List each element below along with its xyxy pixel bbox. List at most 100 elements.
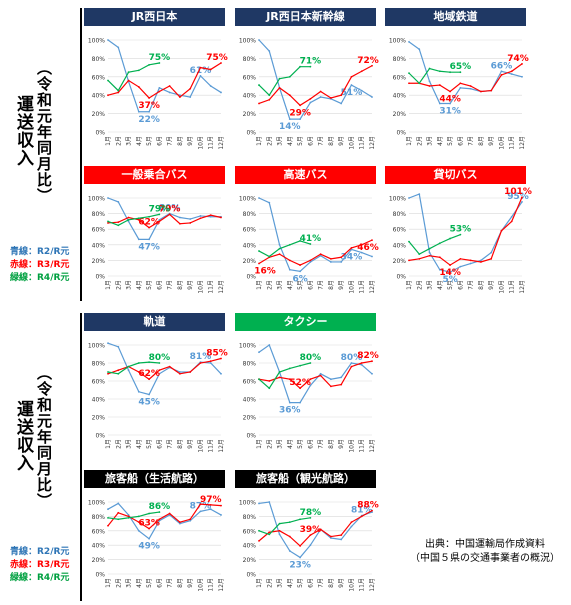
data-label: 22% bbox=[138, 115, 160, 125]
x-tick-label: 12月 bbox=[218, 280, 225, 294]
y-tick-label: 80% bbox=[243, 514, 257, 521]
data-point-red bbox=[510, 220, 513, 223]
data-point-blue bbox=[189, 96, 192, 98]
chart-plot: 0% 20% 40% 60% 80% 100% 1月 2月 3月 4月 5月 6月 7月 8月 9月 10月 1… bbox=[239, 500, 379, 592]
x-tick-label: 2月 bbox=[266, 280, 273, 290]
data-point-red bbox=[459, 257, 462, 260]
x-tick-label: 6月 bbox=[307, 578, 314, 588]
x-tick-label: 8月 bbox=[177, 136, 184, 146]
revenue-paren-top: （令和元年同月比） bbox=[35, 60, 53, 204]
data-point-green bbox=[288, 367, 291, 370]
data-point-green bbox=[258, 378, 260, 381]
data-point-blue bbox=[158, 218, 161, 221]
y-tick-label: 80% bbox=[92, 56, 106, 63]
chart-plot: 0% 20% 40% 60% 80% 100% 1月 2月 3月 4月 5月 6月 7月 8月 9月 10月 1… bbox=[239, 38, 379, 150]
x-tick-label: 12月 bbox=[369, 578, 376, 592]
y-tick-label: 100% bbox=[239, 343, 256, 350]
data-point-red bbox=[220, 216, 222, 219]
data-point-green bbox=[137, 217, 140, 220]
y-tick-label: 20% bbox=[243, 415, 257, 422]
x-tick-label: 10月 bbox=[498, 136, 505, 150]
data-label: 79% bbox=[149, 204, 171, 214]
x-tick-label: 2月 bbox=[266, 578, 273, 588]
data-label: 66% bbox=[491, 61, 513, 71]
data-point-green bbox=[158, 213, 161, 216]
data-point-green bbox=[438, 70, 441, 73]
data-point-green bbox=[127, 516, 130, 519]
data-point-red bbox=[350, 365, 353, 368]
data-label: 65% bbox=[450, 62, 472, 72]
data-label: 36% bbox=[279, 406, 301, 416]
data-point-green bbox=[428, 247, 431, 250]
x-tick-label: 1月 bbox=[256, 280, 263, 290]
data-label: 31% bbox=[439, 106, 461, 116]
x-tick-label: 12月 bbox=[218, 136, 225, 150]
chart-charter-bus: 貸切バス 0% 20% 40% 60% 80% 100% 1月 2月 3月 4月 5月 6月 7月 8月 9月… bbox=[385, 166, 532, 306]
series-line-red bbox=[258, 239, 373, 266]
data-point-green bbox=[268, 387, 271, 390]
y-tick-label: 0% bbox=[246, 433, 256, 440]
x-tick-label: 11月 bbox=[359, 136, 366, 150]
data-point-blue bbox=[137, 110, 140, 113]
data-point-green bbox=[278, 371, 281, 373]
data-label: 74% bbox=[507, 54, 529, 64]
x-tick-label: 1月 bbox=[105, 439, 112, 449]
legend-red: 赤線：R3/R元 bbox=[10, 560, 70, 570]
chart-ferry-life: 旅客船（生活航路） 0% 20% 40% 60% 80% 100% 1月 2月 3月 4月 5月 6月 7… bbox=[84, 470, 227, 604]
data-point-blue bbox=[168, 91, 171, 94]
data-point-green bbox=[288, 75, 291, 78]
data-label: 14% bbox=[279, 122, 301, 132]
data-point-blue bbox=[340, 538, 343, 541]
series-line-green bbox=[258, 240, 311, 258]
x-tick-label: 9月 bbox=[488, 136, 495, 146]
data-label: 6% bbox=[292, 274, 307, 284]
data-point-blue bbox=[199, 74, 202, 77]
y-tick-label: 40% bbox=[92, 93, 106, 100]
data-point-blue bbox=[258, 197, 260, 199]
x-tick-label: 7月 bbox=[468, 136, 475, 146]
data-point-red bbox=[127, 216, 130, 219]
x-tick-label: 1月 bbox=[105, 280, 112, 290]
data-point-red bbox=[299, 387, 301, 390]
data-point-red bbox=[107, 222, 109, 224]
legend-blue: 青線：R2/R元 bbox=[10, 547, 70, 557]
data-point-red bbox=[258, 102, 260, 105]
series-line-red bbox=[107, 213, 222, 229]
data-point-green bbox=[268, 94, 271, 97]
y-tick-label: 20% bbox=[243, 557, 257, 564]
x-tick-label: 6月 bbox=[156, 280, 163, 290]
chart-title: 貸切バス bbox=[385, 166, 526, 184]
data-point-red bbox=[288, 378, 291, 381]
data-point-green bbox=[137, 69, 140, 72]
data-label: 49% bbox=[138, 542, 160, 552]
series-line-blue bbox=[258, 344, 373, 404]
data-label: 75% bbox=[206, 53, 228, 63]
data-label: 97% bbox=[200, 495, 222, 505]
x-tick-label: 6月 bbox=[307, 439, 314, 449]
chart-title: 旅客船（生活航路） bbox=[84, 470, 225, 488]
series-line-green bbox=[107, 213, 160, 226]
data-label: 47% bbox=[138, 242, 160, 252]
data-point-blue bbox=[117, 502, 120, 505]
data-point-red bbox=[480, 90, 482, 93]
x-tick-label: 2月 bbox=[266, 439, 273, 449]
data-point-blue bbox=[278, 533, 281, 536]
data-point-blue bbox=[189, 519, 192, 522]
x-tick-label: 7月 bbox=[167, 578, 174, 588]
data-point-red bbox=[408, 259, 410, 262]
data-point-red bbox=[158, 90, 161, 93]
x-tick-label: 4月 bbox=[287, 280, 294, 290]
x-tick-label: 3月 bbox=[126, 136, 133, 146]
data-point-red bbox=[258, 539, 260, 542]
data-point-red bbox=[371, 239, 373, 242]
y-tick-label: 80% bbox=[92, 514, 106, 521]
data-point-red bbox=[299, 545, 301, 547]
data-point-red bbox=[117, 511, 120, 514]
x-tick-label: 2月 bbox=[416, 280, 423, 290]
data-point-blue bbox=[340, 102, 343, 105]
data-point-red bbox=[268, 98, 271, 101]
data-point-red bbox=[350, 247, 353, 249]
data-point-blue bbox=[117, 345, 120, 348]
x-tick-label: 9月 bbox=[338, 136, 345, 146]
data-point-blue bbox=[428, 80, 431, 83]
